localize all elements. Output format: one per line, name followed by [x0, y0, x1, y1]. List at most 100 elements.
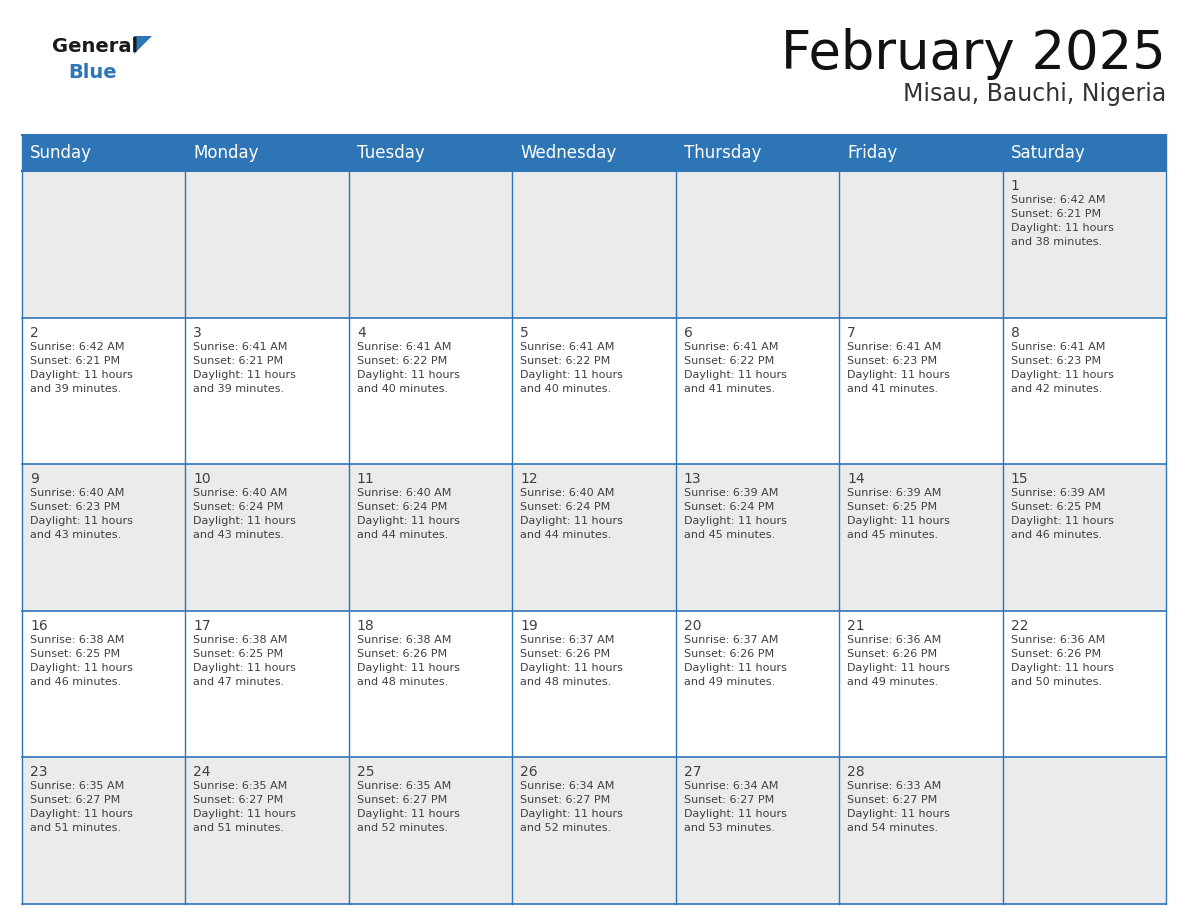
Text: 3: 3: [194, 326, 202, 340]
Text: Misau, Bauchi, Nigeria: Misau, Bauchi, Nigeria: [903, 82, 1165, 106]
Text: Daylight: 11 hours: Daylight: 11 hours: [356, 663, 460, 673]
Bar: [23, 465, 1165, 610]
Text: 26: 26: [520, 766, 538, 779]
Text: and 43 minutes.: and 43 minutes.: [30, 531, 121, 540]
Text: Sunset: 6:25 PM: Sunset: 6:25 PM: [194, 649, 284, 659]
Text: Daylight: 11 hours: Daylight: 11 hours: [30, 810, 133, 820]
Text: Daylight: 11 hours: Daylight: 11 hours: [847, 370, 950, 380]
Text: Sunrise: 6:41 AM: Sunrise: 6:41 AM: [520, 341, 614, 352]
Text: 13: 13: [684, 472, 701, 487]
Text: 17: 17: [194, 619, 211, 633]
Text: Sunset: 6:27 PM: Sunset: 6:27 PM: [194, 795, 284, 805]
Text: Daylight: 11 hours: Daylight: 11 hours: [520, 516, 624, 526]
Text: Sunset: 6:21 PM: Sunset: 6:21 PM: [30, 355, 120, 365]
Text: 8: 8: [1011, 326, 1019, 340]
Text: Sunset: 6:24 PM: Sunset: 6:24 PM: [520, 502, 611, 512]
Text: and 51 minutes.: and 51 minutes.: [30, 823, 121, 834]
Text: Sunrise: 6:37 AM: Sunrise: 6:37 AM: [684, 635, 778, 644]
Text: Blue: Blue: [68, 63, 116, 82]
Text: Thursday: Thursday: [684, 144, 762, 162]
Text: Sunrise: 6:39 AM: Sunrise: 6:39 AM: [847, 488, 942, 498]
Text: 4: 4: [356, 326, 366, 340]
Text: and 39 minutes.: and 39 minutes.: [194, 384, 285, 394]
Text: and 41 minutes.: and 41 minutes.: [684, 384, 775, 394]
Text: Sunrise: 6:40 AM: Sunrise: 6:40 AM: [30, 488, 125, 498]
Text: February 2025: February 2025: [782, 28, 1165, 80]
Text: and 41 minutes.: and 41 minutes.: [847, 384, 939, 394]
Text: Daylight: 11 hours: Daylight: 11 hours: [1011, 370, 1113, 380]
Text: Sunset: 6:23 PM: Sunset: 6:23 PM: [1011, 355, 1101, 365]
Text: Sunset: 6:21 PM: Sunset: 6:21 PM: [194, 355, 284, 365]
Text: Daylight: 11 hours: Daylight: 11 hours: [356, 516, 460, 526]
Text: and 52 minutes.: and 52 minutes.: [356, 823, 448, 834]
Text: Saturday: Saturday: [1011, 144, 1086, 162]
Text: Sunset: 6:21 PM: Sunset: 6:21 PM: [1011, 209, 1101, 219]
Text: and 43 minutes.: and 43 minutes.: [194, 531, 285, 540]
Text: and 54 minutes.: and 54 minutes.: [847, 823, 939, 834]
Text: Sunrise: 6:41 AM: Sunrise: 6:41 AM: [684, 341, 778, 352]
Text: Sunrise: 6:38 AM: Sunrise: 6:38 AM: [30, 635, 125, 644]
Text: Wednesday: Wednesday: [520, 144, 617, 162]
Text: Daylight: 11 hours: Daylight: 11 hours: [684, 810, 786, 820]
Bar: [23, 757, 1165, 904]
Text: Sunrise: 6:42 AM: Sunrise: 6:42 AM: [1011, 195, 1105, 205]
Text: Sunday: Sunday: [30, 144, 91, 162]
Text: 5: 5: [520, 326, 529, 340]
Text: Daylight: 11 hours: Daylight: 11 hours: [1011, 663, 1113, 673]
Text: and 44 minutes.: and 44 minutes.: [356, 531, 448, 540]
Text: Sunrise: 6:33 AM: Sunrise: 6:33 AM: [847, 781, 941, 791]
Text: Sunrise: 6:34 AM: Sunrise: 6:34 AM: [520, 781, 614, 791]
Text: and 47 minutes.: and 47 minutes.: [194, 677, 285, 687]
Text: Sunrise: 6:35 AM: Sunrise: 6:35 AM: [356, 781, 451, 791]
Text: General: General: [52, 37, 138, 56]
Text: Sunrise: 6:40 AM: Sunrise: 6:40 AM: [194, 488, 287, 498]
Text: and 48 minutes.: and 48 minutes.: [356, 677, 448, 687]
Text: 20: 20: [684, 619, 701, 633]
Text: Sunrise: 6:39 AM: Sunrise: 6:39 AM: [1011, 488, 1105, 498]
Text: Daylight: 11 hours: Daylight: 11 hours: [194, 810, 296, 820]
Text: Sunrise: 6:37 AM: Sunrise: 6:37 AM: [520, 635, 614, 644]
Text: Sunrise: 6:41 AM: Sunrise: 6:41 AM: [1011, 341, 1105, 352]
Polygon shape: [134, 36, 152, 54]
Text: Sunset: 6:25 PM: Sunset: 6:25 PM: [847, 502, 937, 512]
Text: Sunrise: 6:34 AM: Sunrise: 6:34 AM: [684, 781, 778, 791]
Text: and 44 minutes.: and 44 minutes.: [520, 531, 612, 540]
Text: Sunset: 6:22 PM: Sunset: 6:22 PM: [684, 355, 773, 365]
Text: 19: 19: [520, 619, 538, 633]
Text: Daylight: 11 hours: Daylight: 11 hours: [684, 370, 786, 380]
Text: and 52 minutes.: and 52 minutes.: [520, 823, 612, 834]
Text: 9: 9: [30, 472, 39, 487]
Text: Daylight: 11 hours: Daylight: 11 hours: [1011, 223, 1113, 233]
Text: 14: 14: [847, 472, 865, 487]
Text: 16: 16: [30, 619, 48, 633]
Text: Daylight: 11 hours: Daylight: 11 hours: [520, 370, 624, 380]
Text: Daylight: 11 hours: Daylight: 11 hours: [1011, 516, 1113, 526]
Text: Daylight: 11 hours: Daylight: 11 hours: [684, 663, 786, 673]
Text: Sunset: 6:27 PM: Sunset: 6:27 PM: [30, 795, 120, 805]
Text: Sunrise: 6:35 AM: Sunrise: 6:35 AM: [194, 781, 287, 791]
Text: and 51 minutes.: and 51 minutes.: [194, 823, 284, 834]
Text: Sunrise: 6:36 AM: Sunrise: 6:36 AM: [847, 635, 941, 644]
Text: and 38 minutes.: and 38 minutes.: [1011, 237, 1101, 247]
Text: 24: 24: [194, 766, 211, 779]
Text: Sunset: 6:27 PM: Sunset: 6:27 PM: [847, 795, 937, 805]
Text: and 40 minutes.: and 40 minutes.: [356, 384, 448, 394]
Text: Sunset: 6:24 PM: Sunset: 6:24 PM: [356, 502, 447, 512]
Text: Sunrise: 6:38 AM: Sunrise: 6:38 AM: [356, 635, 451, 644]
Bar: [23, 171, 1165, 318]
Text: 18: 18: [356, 619, 374, 633]
Text: and 39 minutes.: and 39 minutes.: [30, 384, 121, 394]
Text: Daylight: 11 hours: Daylight: 11 hours: [847, 810, 950, 820]
Text: Sunset: 6:24 PM: Sunset: 6:24 PM: [194, 502, 284, 512]
Text: 1: 1: [1011, 179, 1019, 193]
Text: 15: 15: [1011, 472, 1028, 487]
Text: Sunset: 6:23 PM: Sunset: 6:23 PM: [30, 502, 120, 512]
Text: Sunset: 6:26 PM: Sunset: 6:26 PM: [356, 649, 447, 659]
Text: Daylight: 11 hours: Daylight: 11 hours: [194, 663, 296, 673]
Text: and 45 minutes.: and 45 minutes.: [684, 531, 775, 540]
Text: Sunrise: 6:39 AM: Sunrise: 6:39 AM: [684, 488, 778, 498]
Text: Daylight: 11 hours: Daylight: 11 hours: [520, 663, 624, 673]
Text: Daylight: 11 hours: Daylight: 11 hours: [194, 516, 296, 526]
Text: Sunset: 6:22 PM: Sunset: 6:22 PM: [356, 355, 447, 365]
Text: Sunset: 6:26 PM: Sunset: 6:26 PM: [1011, 649, 1101, 659]
